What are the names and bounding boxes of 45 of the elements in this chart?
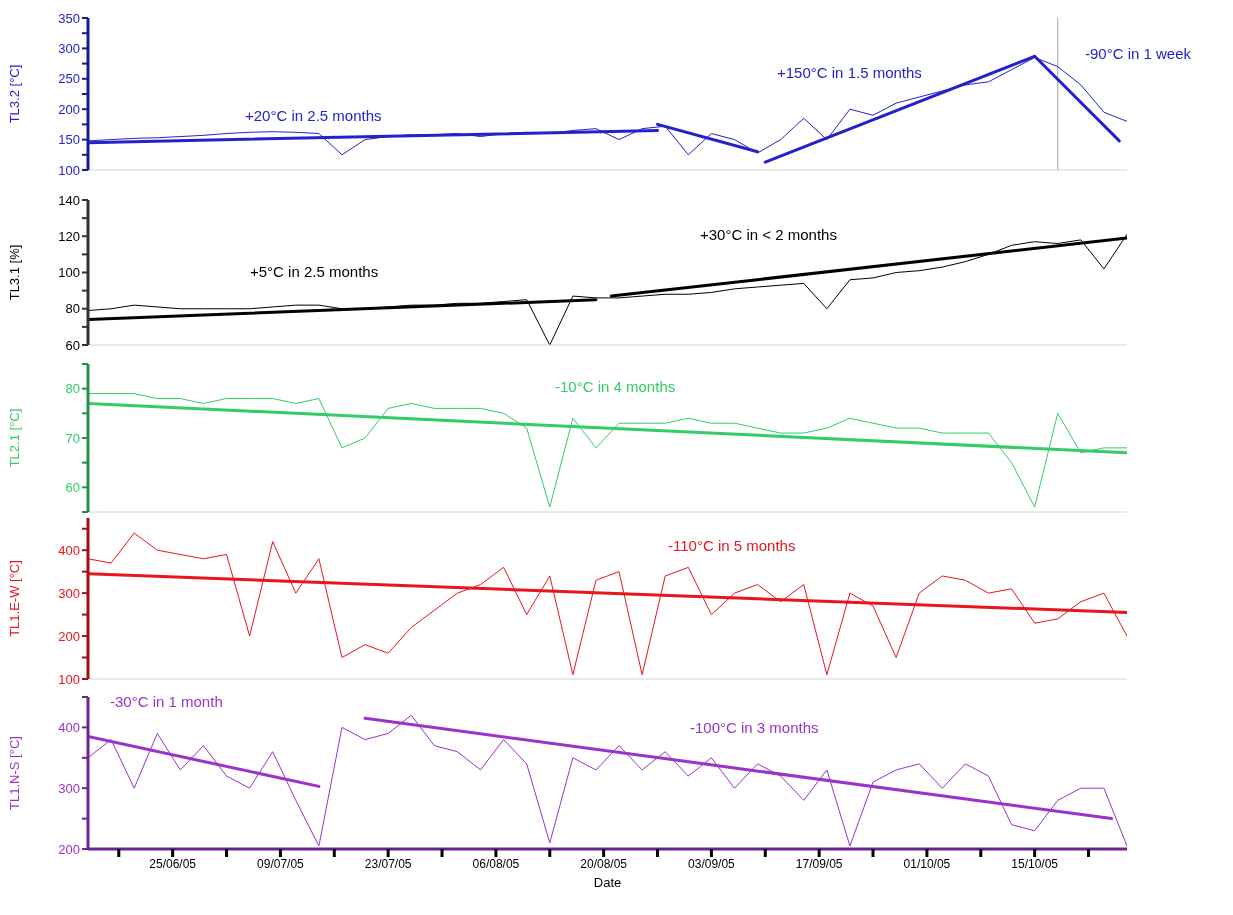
y-tick-label: 350 (58, 10, 80, 26)
y-axis-title: TL1.E-W [°C] (6, 560, 22, 637)
x-tick-label: 01/10/05 (903, 856, 951, 871)
y-axis-title: TL1.N-S [°C] (6, 736, 22, 810)
y-tick-label: 300 (58, 41, 80, 57)
y-tick-label: 200 (58, 101, 80, 117)
x-tick-label: 17/09/05 (795, 856, 843, 871)
x-tick-label: 06/08/05 (472, 856, 520, 871)
y-tick-label: 300 (58, 780, 80, 796)
annotation: +30°C in < 2 months (700, 225, 837, 243)
annotation: -90°C in 1 week (1085, 44, 1192, 62)
y-tick-label: 60 (65, 479, 80, 495)
y-tick-label: 400 (58, 542, 80, 558)
x-tick-label: 09/07/05 (257, 856, 305, 871)
y-axis-title: TL3.1 [%] (6, 244, 22, 301)
y-tick-label: 250 (58, 71, 80, 87)
y-tick-label: 120 (58, 228, 80, 244)
y-tick-label: 200 (58, 628, 80, 644)
annotation: +150°C in 1.5 months (777, 63, 922, 81)
x-tick-label: 25/06/05 (149, 856, 197, 871)
x-tick-label: 20/08/05 (580, 856, 628, 871)
annotation: -30°C in 1 month (110, 692, 223, 710)
y-tick-label: 60 (65, 337, 80, 353)
x-axis-title: Date (593, 875, 622, 890)
annotation: -110°C in 5 months (668, 536, 796, 554)
y-tick-label: 80 (65, 301, 80, 317)
x-tick-label: 15/10/05 (1011, 856, 1059, 871)
annotation: -10°C in 4 months (555, 377, 676, 395)
y-tick-label: 400 (58, 720, 80, 736)
y-tick-label: 100 (58, 265, 80, 281)
y-tick-label: 140 (58, 192, 80, 208)
y-tick-label: 100 (58, 671, 80, 687)
y-tick-label: 100 (58, 162, 80, 178)
y-tick-label: 70 (65, 430, 80, 446)
x-tick-label: 03/09/05 (688, 856, 736, 871)
y-axis-title: TL2.1 [°C] (6, 408, 22, 468)
annotation: +5°C in 2.5 months (250, 262, 379, 280)
y-axis-title: TL3.2 [°C] (6, 64, 22, 124)
y-tick-label: 80 (65, 381, 80, 397)
annotation: -100°C in 3 months (690, 718, 819, 736)
x-tick-label: 23/07/05 (364, 856, 412, 871)
y-tick-label: 200 (58, 841, 80, 857)
y-tick-label: 150 (58, 132, 80, 148)
annotation: +20°C in 2.5 months (245, 106, 382, 124)
y-tick-label: 300 (58, 585, 80, 601)
